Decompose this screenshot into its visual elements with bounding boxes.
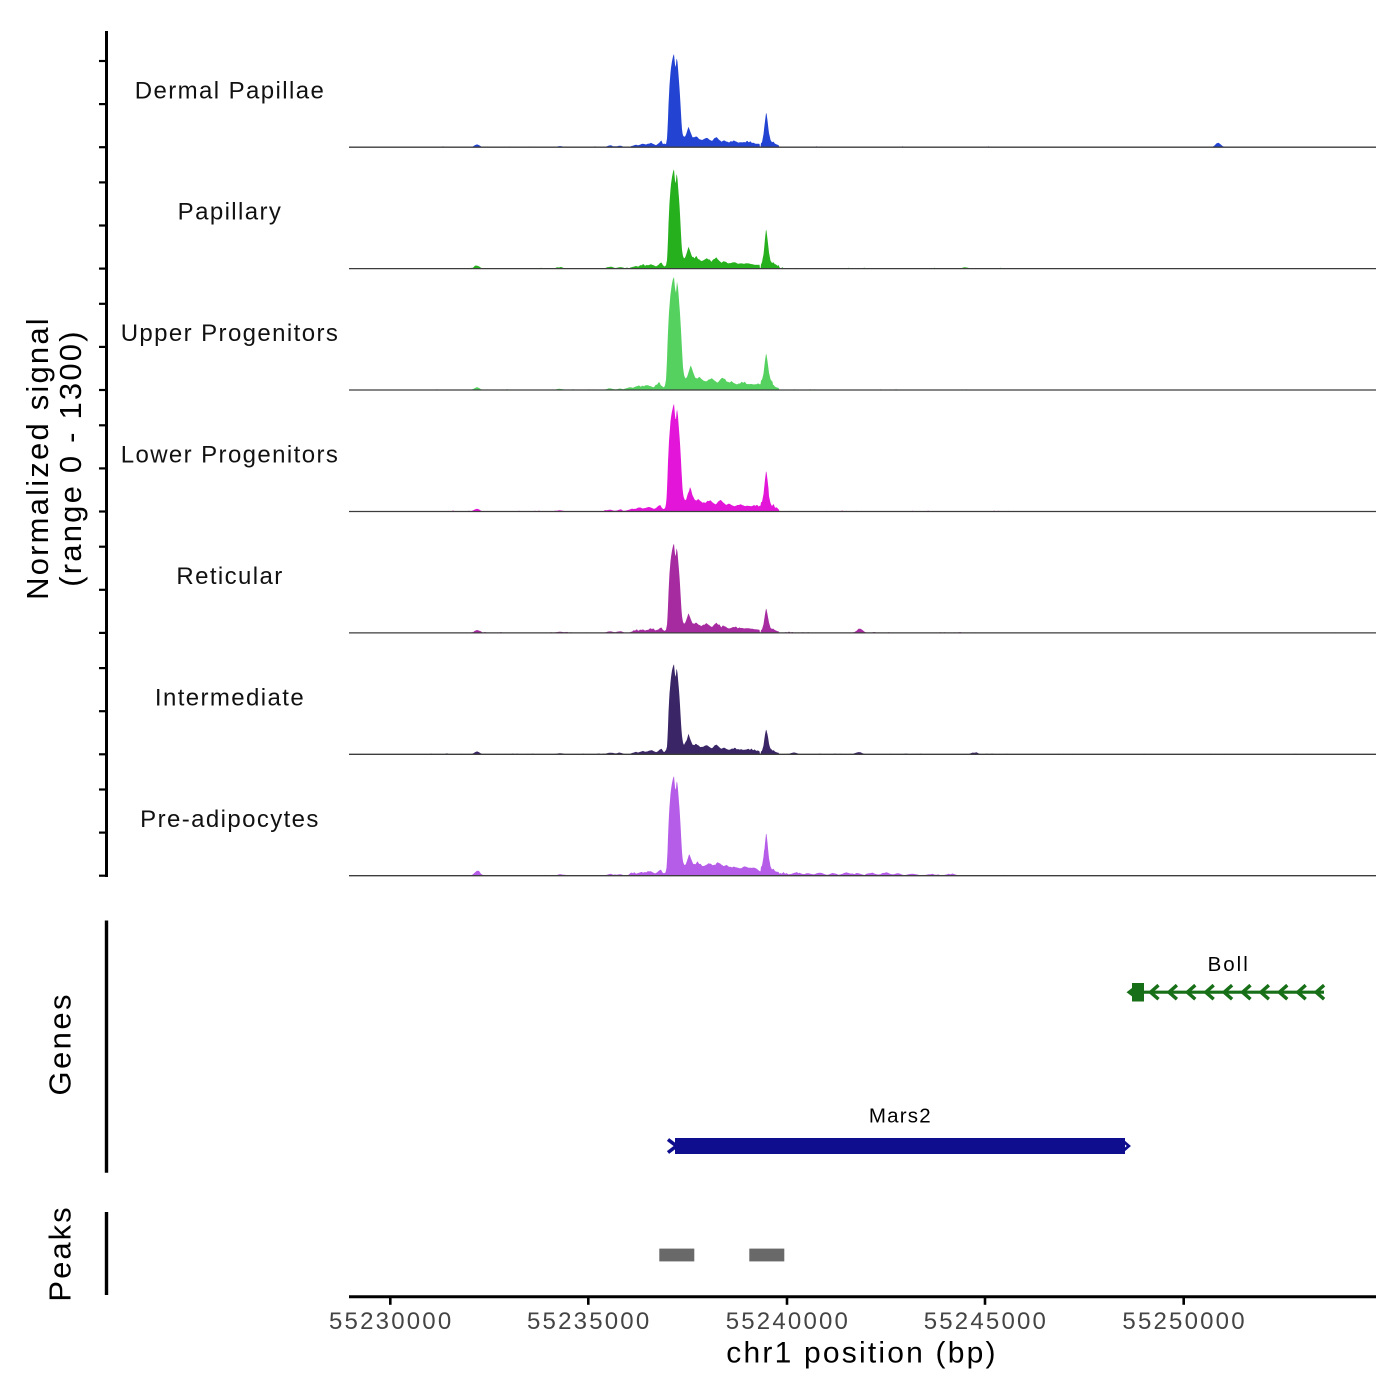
svg-text:55250000: 55250000: [1122, 1308, 1246, 1335]
svg-text:Upper Progenitors: Upper Progenitors: [121, 320, 340, 347]
svg-text:Boll: Boll: [1208, 953, 1250, 976]
svg-text:Dermal Papillae: Dermal Papillae: [135, 77, 325, 104]
svg-text:(range 0 - 1300): (range 0 - 1300): [53, 329, 88, 587]
svg-text:55230000: 55230000: [329, 1308, 453, 1335]
svg-text:chr1 position (bp): chr1 position (bp): [726, 1336, 997, 1369]
svg-text:Peaks: Peaks: [43, 1205, 78, 1301]
svg-text:Normalized signal: Normalized signal: [20, 316, 55, 600]
svg-text:Genes: Genes: [43, 992, 78, 1095]
svg-text:Intermediate: Intermediate: [155, 684, 305, 711]
svg-text:55245000: 55245000: [924, 1308, 1048, 1335]
svg-text:Pre-adipocytes: Pre-adipocytes: [140, 806, 320, 833]
svg-text:55235000: 55235000: [527, 1308, 651, 1335]
svg-text:55240000: 55240000: [726, 1308, 850, 1335]
svg-text:Reticular: Reticular: [176, 563, 283, 590]
svg-text:Lower Progenitors: Lower Progenitors: [121, 442, 340, 469]
svg-text:Mars2: Mars2: [869, 1105, 932, 1128]
svg-text:Papillary: Papillary: [178, 199, 283, 226]
